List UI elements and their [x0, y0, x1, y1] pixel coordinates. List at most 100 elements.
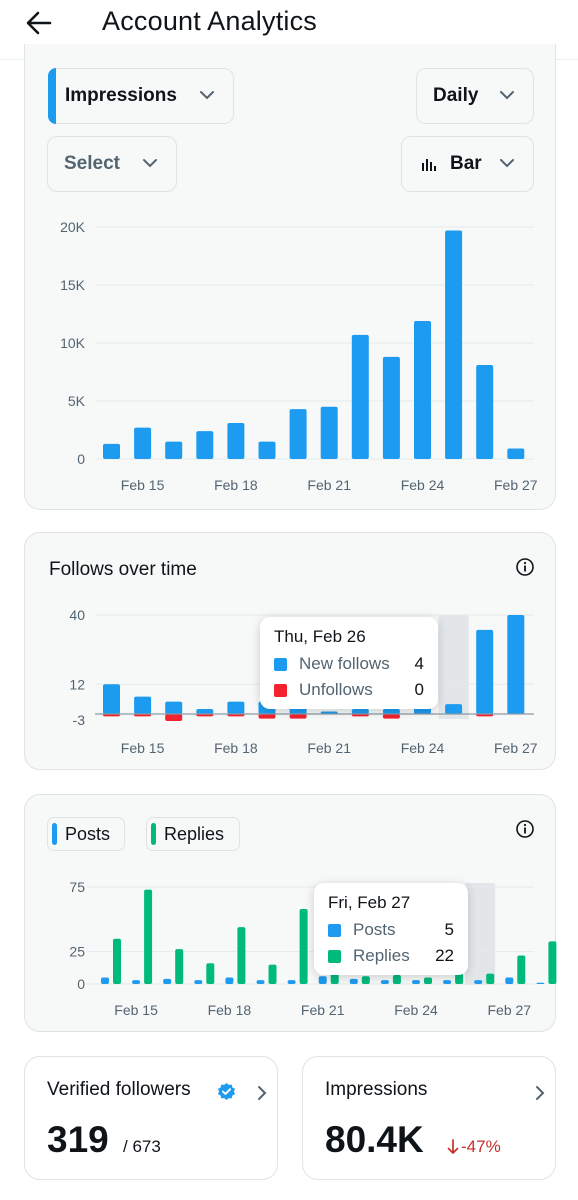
chart-type-dropdown[interactable]: Bar: [401, 136, 534, 192]
follows-tooltip: Thu, Feb 26 New follows 4 Unfollows 0: [260, 617, 438, 709]
bar: [414, 320, 431, 459]
bar-posts: [163, 978, 172, 984]
tooltip-date: Fri, Feb 27: [328, 893, 411, 912]
hover-highlight: [438, 615, 469, 719]
legend-swatch: [328, 923, 341, 937]
tooltip-row-label: Replies: [353, 946, 410, 965]
legend-chip-replies[interactable]: Replies: [146, 817, 240, 851]
bar-replies: [517, 955, 526, 984]
x-tick-label: Feb 24: [394, 1002, 438, 1018]
x-tick-label: Feb 27: [494, 740, 538, 756]
page-title: Account Analytics: [102, 6, 318, 36]
bar-posts: [225, 977, 234, 984]
bar-replies: [175, 949, 184, 984]
x-tick-label: Feb 21: [307, 740, 351, 756]
arrow-down-icon: [447, 1139, 459, 1154]
y-tick-label: 0: [77, 976, 85, 992]
bar: [476, 365, 494, 459]
bar-replies: [486, 973, 495, 984]
bar: [382, 356, 400, 459]
y-tick-label: 5K: [68, 393, 86, 409]
info-icon[interactable]: [515, 819, 535, 839]
tooltip-row-value: 5: [444, 920, 454, 939]
legend-label: Replies: [164, 823, 225, 844]
y-tick-label: 20K: [60, 219, 86, 235]
bar-posts: [474, 980, 483, 984]
bar: [445, 230, 463, 459]
bar: [258, 441, 276, 459]
y-tick-label: 75: [69, 879, 85, 895]
x-tick-label: Feb 15: [121, 477, 165, 493]
posts-tooltip: Fri, Feb 27 Posts 5 Replies 22: [314, 883, 468, 975]
legend-swatch: [151, 823, 156, 845]
tooltip-row: Replies 22: [328, 946, 454, 966]
compare-dropdown[interactable]: Select: [47, 136, 177, 192]
bar-new-follows: [134, 696, 152, 714]
legend-chip-posts[interactable]: Posts: [47, 817, 125, 851]
bar-new-follows: [382, 709, 400, 714]
bar: [289, 409, 307, 459]
verified-followers-card[interactable]: Verified followers 319 / 673: [24, 1056, 278, 1180]
bar: [165, 441, 183, 459]
metric-dropdown-label: Impressions: [65, 85, 177, 106]
x-tick-label: Feb 24: [401, 740, 445, 756]
bar-replies: [237, 927, 246, 984]
bar: [227, 423, 245, 459]
bar-posts: [349, 978, 358, 984]
bar-replies: [113, 938, 121, 984]
bar-posts: [256, 980, 265, 984]
bar: [103, 443, 120, 459]
tooltip-row: New follows 4: [274, 654, 424, 674]
legend-label: Posts: [65, 823, 111, 844]
impressions-stat-title: Impressions: [325, 1079, 428, 1100]
tooltip-row: Unfollows 0: [274, 680, 424, 700]
chevron-down-icon: [200, 91, 214, 100]
tooltip-row-label: Unfollows: [299, 680, 373, 699]
chevron-down-icon: [143, 159, 157, 168]
impressions-stat-card[interactable]: Impressions 80.4K -47%: [302, 1056, 556, 1180]
hover-highlight: [465, 883, 496, 985]
y-tick-label: 12: [69, 676, 85, 692]
tooltip-row-label: Posts: [353, 920, 396, 939]
legend-swatch: [328, 949, 341, 963]
bar: [351, 334, 369, 459]
chevron-right-icon: [258, 1086, 267, 1100]
verified-badge-icon: [217, 1082, 236, 1101]
x-tick-label: Feb 18: [214, 477, 258, 493]
bar-posts: [412, 980, 420, 984]
x-tick-label: Feb 27: [494, 477, 538, 493]
bar-new-follows: [227, 701, 245, 714]
bar-new-follows: [103, 684, 120, 714]
bar-replies: [392, 974, 401, 984]
bar-new-follows: [196, 709, 214, 714]
info-icon[interactable]: [515, 557, 535, 577]
x-tick-label: Feb 21: [307, 477, 351, 493]
metric-dropdown[interactable]: Impressions: [48, 68, 234, 124]
y-tick-label: 25: [69, 944, 85, 960]
bar-new-follows: [320, 711, 338, 714]
bar-replies: [424, 977, 432, 984]
x-tick-label: Feb 24: [401, 477, 445, 493]
chevron-down-icon: [500, 159, 514, 168]
bar-new-follows: [165, 701, 183, 714]
bar-new-follows: [476, 629, 494, 714]
period-dropdown[interactable]: Daily: [416, 68, 534, 124]
verified-followers-value: 319: [47, 1119, 109, 1160]
bar-replies: [206, 963, 215, 984]
bar-unfollows: [289, 714, 307, 719]
bar-replies: [361, 976, 370, 984]
bar-new-follows: [445, 704, 463, 714]
bar-posts: [318, 976, 327, 984]
y-tick-label: 0: [77, 451, 85, 467]
legend-swatch: [274, 683, 287, 697]
bar-posts: [287, 980, 296, 984]
arrow-left-icon[interactable]: [24, 8, 54, 38]
bar: [320, 406, 338, 459]
follows-card-title: Follows over time: [49, 559, 197, 580]
tooltip-row-label: New follows: [299, 654, 390, 673]
bar-replies: [268, 964, 277, 984]
tooltip-row-value: 0: [414, 680, 424, 699]
bar-new-follows: [351, 709, 369, 714]
verified-followers-title: Verified followers: [47, 1079, 191, 1100]
